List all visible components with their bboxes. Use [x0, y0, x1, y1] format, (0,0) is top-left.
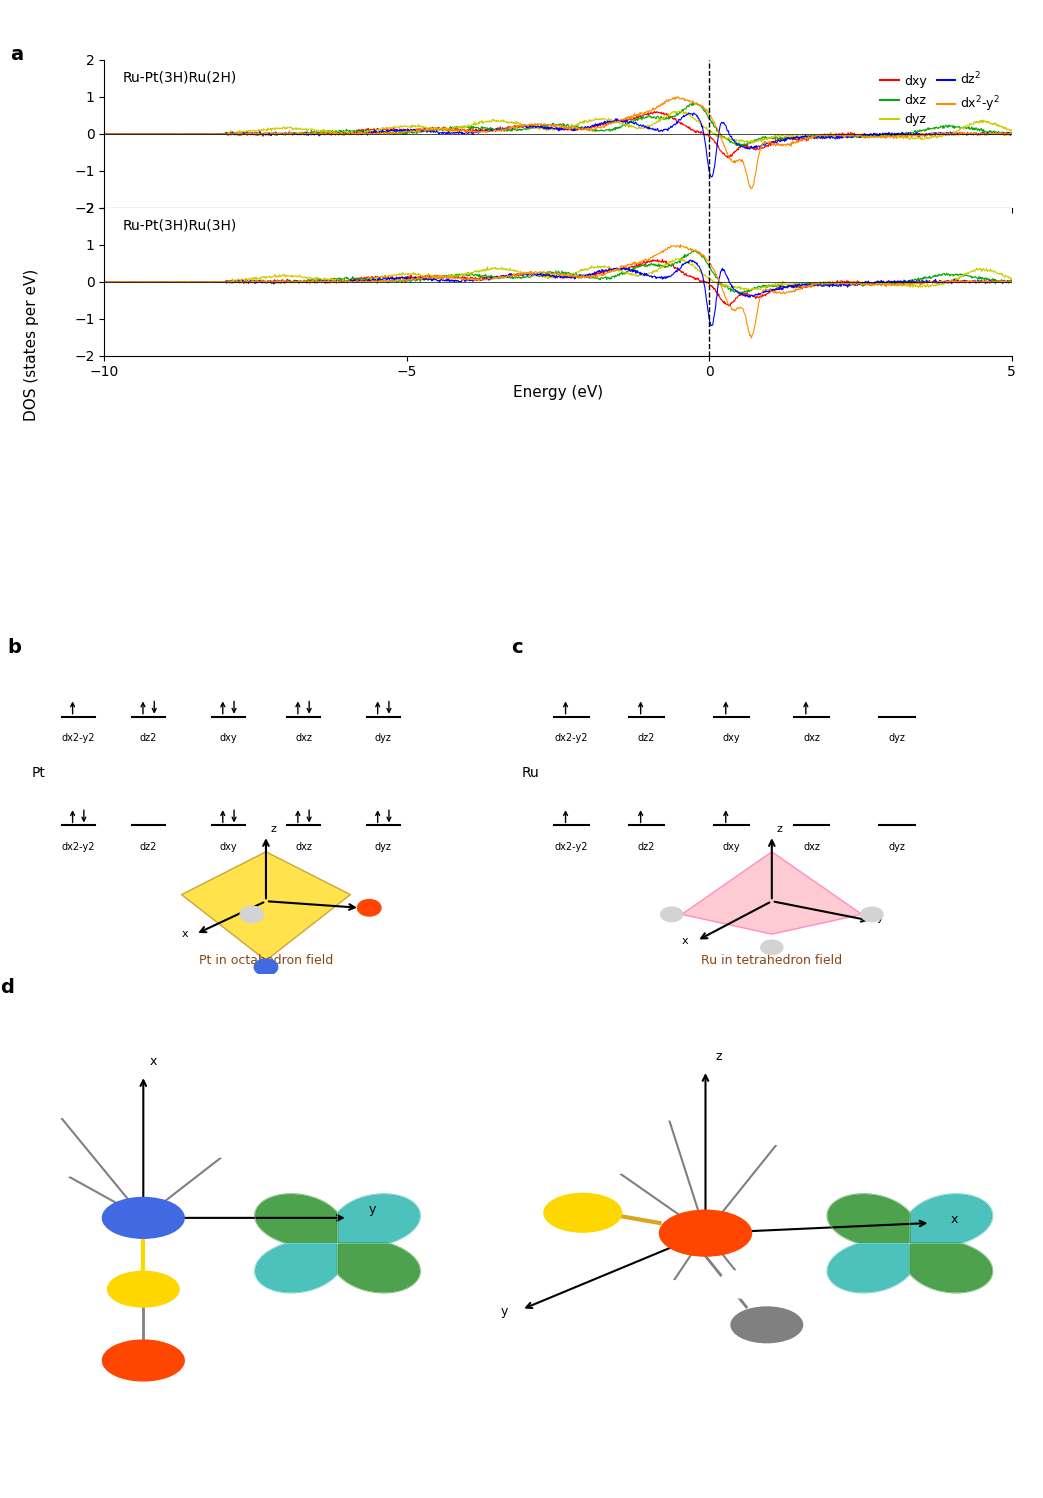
Polygon shape — [254, 1194, 338, 1243]
Text: dx2-y2: dx2-y2 — [555, 842, 588, 852]
Circle shape — [575, 1147, 632, 1176]
Circle shape — [760, 941, 783, 954]
Text: x: x — [150, 1055, 157, 1068]
Text: y: y — [877, 912, 883, 923]
Circle shape — [102, 1341, 185, 1381]
Text: dx2-y2: dx2-y2 — [62, 733, 95, 743]
Circle shape — [102, 1197, 185, 1239]
Text: dxz: dxz — [295, 842, 312, 852]
Text: dz2: dz2 — [638, 733, 655, 743]
Circle shape — [731, 1306, 803, 1342]
Text: z: z — [777, 824, 782, 834]
Text: dz2: dz2 — [638, 842, 655, 852]
Polygon shape — [338, 1194, 420, 1243]
Circle shape — [660, 908, 683, 921]
Polygon shape — [827, 1243, 909, 1293]
Text: dxy: dxy — [220, 733, 237, 743]
Text: dyz: dyz — [889, 733, 905, 743]
Text: Ru: Ru — [522, 765, 539, 779]
Text: dz2: dz2 — [140, 733, 157, 743]
Polygon shape — [909, 1194, 993, 1243]
Text: y: y — [368, 1203, 375, 1216]
Text: x: x — [682, 936, 688, 947]
Text: x: x — [951, 1213, 959, 1225]
Circle shape — [26, 1094, 77, 1119]
Text: dz2: dz2 — [140, 842, 157, 852]
Text: dxy: dxy — [220, 842, 237, 852]
Circle shape — [636, 1279, 694, 1309]
Text: dxz: dxz — [295, 733, 312, 743]
Text: z: z — [715, 1050, 722, 1064]
Text: Ru-Pt(3H)Ru(2H): Ru-Pt(3H)Ru(2H) — [122, 70, 237, 84]
Circle shape — [210, 1134, 261, 1159]
Text: Pt in octahedron field: Pt in octahedron field — [199, 954, 333, 968]
Text: x: x — [181, 929, 188, 939]
Text: dyz: dyz — [889, 842, 905, 852]
Text: d: d — [0, 978, 15, 998]
Circle shape — [758, 1118, 816, 1146]
Text: dxy: dxy — [723, 842, 741, 852]
Polygon shape — [338, 1243, 420, 1293]
Text: a: a — [10, 45, 24, 64]
Polygon shape — [682, 852, 862, 935]
Circle shape — [636, 1092, 694, 1121]
Text: dxz: dxz — [803, 842, 820, 852]
Text: dxz: dxz — [803, 733, 820, 743]
Text: Pt: Pt — [31, 765, 45, 779]
Text: dyz: dyz — [374, 842, 392, 852]
Circle shape — [240, 906, 264, 923]
Text: DOS (states per eV): DOS (states per eV) — [24, 268, 39, 421]
Circle shape — [107, 1272, 179, 1306]
Circle shape — [659, 1210, 751, 1255]
Circle shape — [718, 1270, 775, 1299]
Text: Ru in tetrahedron field: Ru in tetrahedron field — [701, 954, 843, 968]
Circle shape — [860, 908, 883, 921]
Circle shape — [26, 1153, 77, 1180]
Text: z: z — [271, 824, 276, 834]
Polygon shape — [827, 1194, 909, 1243]
Text: b: b — [7, 638, 22, 656]
Text: dxy: dxy — [723, 733, 741, 743]
Legend: dxy, dxz, dyz, dz$^2$, dx$^2$-y$^2$: dxy, dxz, dyz, dz$^2$, dx$^2$-y$^2$ — [875, 66, 1005, 132]
Text: dyz: dyz — [374, 733, 392, 743]
X-axis label: Energy (eV): Energy (eV) — [513, 385, 603, 400]
Polygon shape — [181, 852, 350, 960]
Text: Ru-Pt(3H)Ru(3H): Ru-Pt(3H)Ru(3H) — [122, 219, 237, 232]
Text: y: y — [364, 900, 371, 909]
Circle shape — [544, 1194, 622, 1233]
Text: y: y — [501, 1305, 508, 1318]
Text: dx2-y2: dx2-y2 — [555, 733, 588, 743]
Text: dx2-y2: dx2-y2 — [62, 842, 95, 852]
Polygon shape — [909, 1243, 993, 1293]
Circle shape — [254, 959, 277, 975]
Polygon shape — [254, 1243, 338, 1293]
Circle shape — [358, 899, 381, 917]
Text: c: c — [511, 638, 524, 656]
